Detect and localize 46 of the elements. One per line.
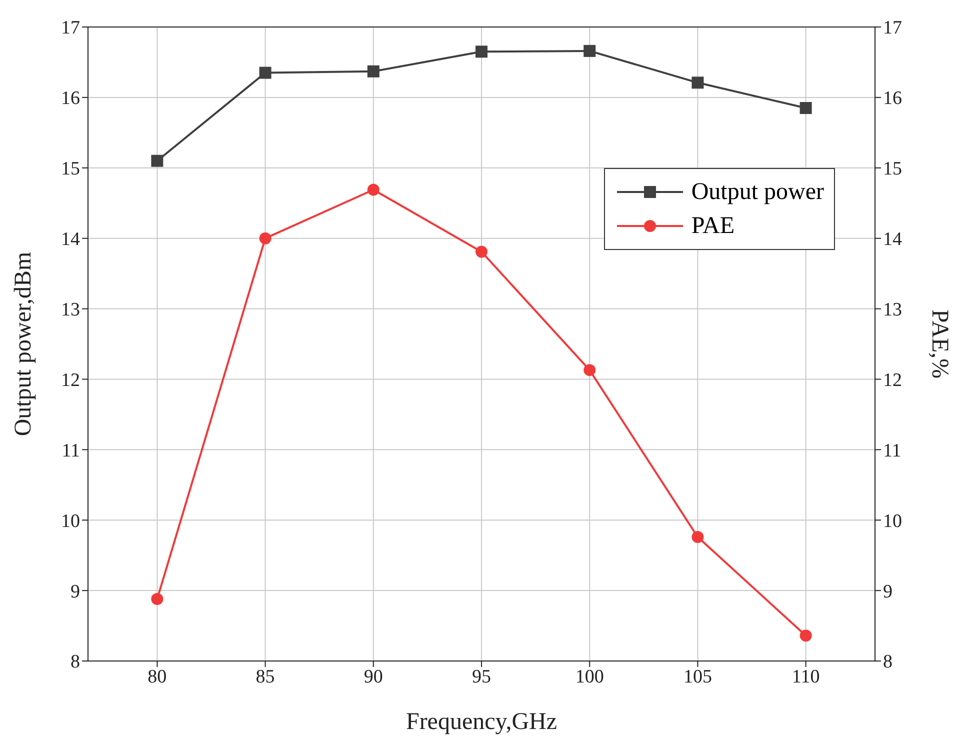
- point: [476, 246, 488, 258]
- point: [259, 66, 272, 79]
- y2-tick-label: 9: [883, 581, 892, 602]
- y-tick-label: 17: [61, 18, 80, 39]
- y2-tick-label: 13: [883, 300, 902, 321]
- y2-axis-title: PAE,%: [926, 309, 952, 379]
- point: [367, 184, 380, 196]
- x-tick-label: 110: [792, 666, 820, 688]
- point: [800, 102, 812, 114]
- y-tick-label: 13: [61, 300, 80, 321]
- y-tick-label: 8: [70, 652, 80, 673]
- point: [151, 593, 164, 606]
- x-tick-label: 80: [148, 666, 167, 688]
- legend-label: Output power: [691, 178, 824, 206]
- point: [259, 232, 272, 244]
- y-tick-label: 16: [61, 88, 80, 110]
- y-tick-label: 15: [61, 158, 80, 180]
- y-tick-label: 14: [61, 229, 80, 250]
- point: [800, 630, 812, 642]
- point: [692, 76, 704, 89]
- x-tick-label: 90: [364, 666, 383, 688]
- y2-tick-label: 11: [883, 440, 902, 462]
- x-tick-label: 95: [472, 666, 491, 688]
- point: [584, 44, 596, 57]
- point: [151, 154, 164, 167]
- y-tick-label: 12: [61, 370, 80, 391]
- y-axis-title: Output power,dBm: [10, 251, 37, 436]
- point: [367, 65, 380, 78]
- y-tick-label: 11: [62, 440, 80, 462]
- y-tick-label: 9: [70, 581, 80, 602]
- point: [692, 531, 704, 544]
- y2-tick-label: 10: [883, 510, 902, 532]
- legend-label: PAE: [691, 212, 734, 240]
- point: [584, 364, 596, 376]
- y2-tick-label: 14: [883, 229, 902, 250]
- y2-tick-label: 16: [883, 88, 902, 110]
- y2-tick-label: 15: [883, 158, 902, 180]
- x-tick-label: 100: [575, 666, 604, 688]
- y2-tick-label: 12: [883, 370, 902, 391]
- y2-tick-label: 8: [883, 652, 892, 673]
- y-tick-label: 10: [61, 510, 80, 532]
- y2-tick-label: 17: [883, 18, 902, 39]
- x-axis-title: Frequency,GHz: [406, 709, 558, 735]
- x-tick-label: 105: [683, 666, 712, 688]
- x-tick-label: 85: [256, 666, 275, 688]
- point: [476, 46, 488, 58]
